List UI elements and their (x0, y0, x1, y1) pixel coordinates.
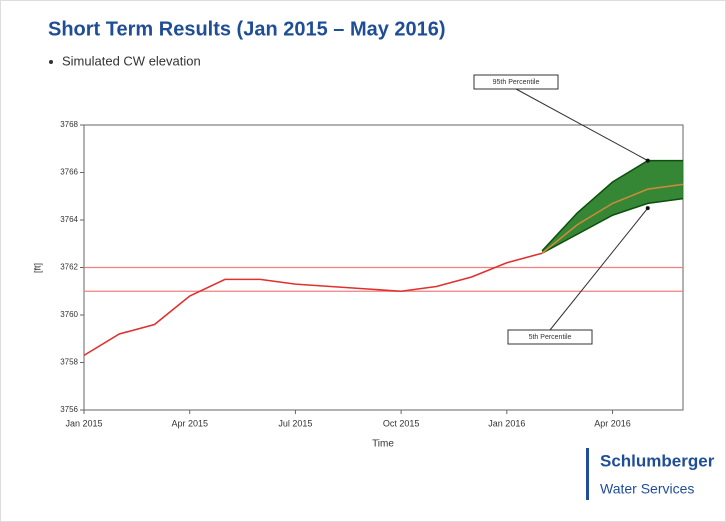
y-tick-label: 3756 (60, 405, 78, 414)
logo-bar (586, 448, 589, 500)
y-tick-label: 3764 (60, 215, 78, 224)
upper-percentile (541, 159, 683, 252)
bullet-dot (49, 60, 53, 64)
simulated-line (83, 252, 543, 357)
annotation-text: 5th Percentile (529, 334, 572, 341)
x-tick-label: Apr 2016 (594, 418, 631, 428)
y-tick-label: 3760 (60, 310, 78, 319)
logo-subtitle: Water Services (600, 481, 694, 497)
percentile-band (542, 160, 683, 254)
annotation-box (507, 329, 593, 345)
y-tick-label: 3758 (60, 358, 78, 367)
x-tick-label: Jul 2015 (278, 418, 312, 428)
annotation-text: 95th Percentile (493, 79, 540, 86)
x-tick-label: Apr 2015 (171, 418, 208, 428)
y-tick-label: 3768 (60, 120, 78, 129)
annotation-arrow (549, 207, 649, 331)
annotation-point (645, 158, 650, 163)
y-axis-label: [ft] (32, 263, 42, 273)
lower-percentile (541, 197, 684, 254)
logo-name: Schlumberger (600, 451, 715, 470)
x-tick-label: Jan 2015 (65, 418, 102, 428)
slide-title: Short Term Results (Jan 2015 – May 2016) (48, 18, 446, 40)
bullet-text: Simulated CW elevation (62, 53, 201, 68)
y-tick-label: 3766 (60, 168, 78, 177)
annotation-arrow (515, 88, 649, 162)
median-line (541, 183, 684, 254)
annotation-box (473, 74, 559, 90)
annotation-point (645, 206, 650, 211)
y-tick-label: 3762 (60, 263, 78, 272)
x-tick-label: Oct 2015 (383, 418, 420, 428)
x-tick-label: Jan 2016 (488, 418, 525, 428)
x-axis-label: Time (372, 439, 394, 450)
